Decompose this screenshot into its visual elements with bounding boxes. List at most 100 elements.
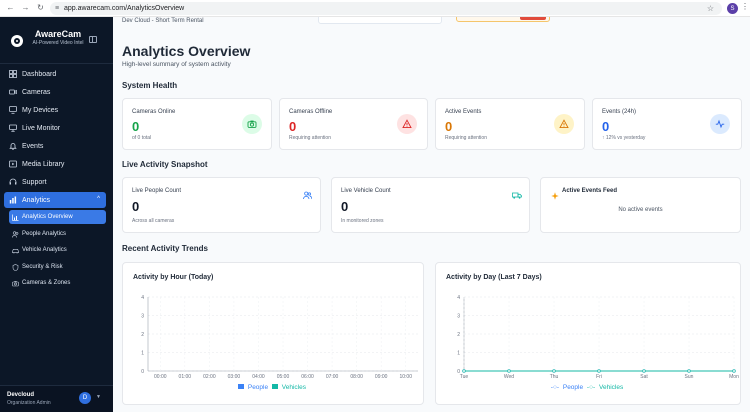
section-title-system-health: System Health [122,81,178,90]
sidebar-subitem-label: People Analytics [22,231,67,237]
card-live-vehicle-count: Live Vehicle Count 0 In monitored zones [331,177,530,233]
legend-swatch-vehicles [271,384,278,389]
data-point-vehicles [507,369,511,373]
y-tick-label: 4 [141,295,144,301]
x-tick-label: 08:00 [350,374,363,380]
data-point-vehicles [597,369,601,373]
chevron-down-icon[interactable]: ▼ [96,394,101,400]
y-tick-label: 4 [457,295,460,301]
search-input[interactable] [318,17,442,24]
card-active-events-feed: Active Events Feed No active events [540,177,741,233]
sidebar-item-media-library[interactable]: Media Library [4,156,106,172]
card-events-24h: Events (24h) 0 ↑ 12% vs yesterday [592,98,742,150]
user-menu[interactable]: Devcloud Organization Admin D ▼ [0,385,113,412]
x-tick-label: Thu [550,374,559,380]
feed-title: Active Events Feed [562,188,618,194]
shield-icon [9,263,22,271]
forward-icon[interactable]: → [21,3,30,12]
card-label: Active Events [445,109,482,115]
card-value: 0 [602,119,610,134]
sidebar-subitem-security-risk[interactable]: Security & Risk [9,260,106,274]
sidebar-item-label: Cameras [22,88,51,96]
media-icon [4,160,22,168]
organization-selector[interactable]: Dev Cloud - Short Term Rental [122,18,204,24]
address-bar[interactable]: ≡ app.awarecam.com/AnalyticsOverview ☆ [50,2,722,15]
y-tick-label: 1 [457,351,460,357]
chevron-up-icon[interactable]: ^ [97,196,100,202]
sidebar-item-cameras[interactable]: Cameras [4,84,106,100]
sidebar-subitem-cameras-zones[interactable]: Cameras & Zones [9,276,106,290]
chart-activity-by-day: 0 1 2 3 4 Tue Wed Thu Fri Sat Sun Mon [457,295,739,380]
x-tick-label: Sat [640,374,648,380]
car-icon [9,247,22,254]
sidebar-subitem-label: Vehicle Analytics [22,247,67,253]
y-tick-label: 2 [457,332,460,338]
url-text: app.awarecam.com/AnalyticsOverview [64,5,185,12]
x-tick-label: Wed [504,374,514,380]
sidebar-subitem-label: Cameras & Zones [22,280,71,286]
browser-toolbar: ← → ↻ ≡ app.awarecam.com/AnalyticsOvervi… [0,0,750,17]
legend-label-people: People [247,384,269,391]
card-value: 0 [132,199,140,214]
avatar[interactable]: D [79,392,91,404]
sidebar-item-label: Support [22,178,47,186]
sidebar-item-events[interactable]: Events [4,138,106,154]
main-content: Dev Cloud - Short Term Rental Analytics … [113,17,750,412]
sidebar-item-live-monitor[interactable]: Live Monitor [4,120,106,136]
data-point-vehicles [642,369,646,373]
sidebar-item-label: Live Monitor [22,124,61,132]
sparkle-icon [551,187,559,205]
sidebar-subitem-people-analytics[interactable]: People Analytics [9,227,106,241]
feed-empty-message: No active events [618,207,663,213]
sidebar-item-label: My Devices [22,106,59,114]
x-tick-label: Fri [596,374,602,380]
card-value: 0 [289,119,297,134]
x-tick-label: Tue [460,374,469,380]
headset-icon [4,178,22,186]
brand: AwareCam AI-Powered Video Intel [0,17,113,63]
sidebar-collapse-icon[interactable] [89,36,97,43]
legend-label-vehicles: Vehicles [599,384,624,391]
data-point-vehicles [462,369,466,373]
plan-status-badge[interactable] [456,17,550,22]
site-settings-icon[interactable]: ≡ [54,5,60,12]
sidebar-subitem-analytics-overview[interactable]: Analytics Overview [9,210,106,224]
chart-activity-by-hour: 0 1 2 3 4 00:00 01:00 02:00 03:00 04:00 05:00 06:00… [141,295,418,380]
sidebar-item-my-devices[interactable]: My Devices [4,102,106,118]
card-note: of 0 total [132,135,152,141]
x-tick-label: 05:00 [277,374,290,380]
reload-icon[interactable]: ↻ [37,3,44,12]
x-tick-label: 07:00 [326,374,339,380]
y-tick-label: 0 [457,369,460,375]
sidebar-subitem-vehicle-analytics[interactable]: Vehicle Analytics [9,243,106,257]
x-tick-label: 02:00 [203,374,216,380]
browser-profile-avatar[interactable]: S [727,3,738,14]
y-tick-label: 3 [141,314,144,320]
section-title-recent-trends: Recent Activity Trends [122,244,208,253]
card-cameras-online: Cameras Online 0 of 0 total [122,98,272,150]
sidebar-item-analytics[interactable]: Analytics ^ [4,192,106,208]
browser-menu-icon[interactable]: ⋮ [741,2,749,11]
sidebar-item-label: Events [22,142,44,150]
back-icon[interactable]: ← [6,3,15,12]
card-note: ↑ 12% vs yesterday [602,135,646,141]
sidebar-item-support[interactable]: Support [4,174,106,190]
warning-icon [397,114,417,134]
card-value: 0 [445,119,453,134]
card-note: Across all cameras [132,218,175,224]
chart-title: Activity by Hour (Today) [133,274,214,281]
data-point-vehicles [687,369,691,373]
x-tick-label: 09:00 [375,374,388,380]
x-tick-label: 10:00 [399,374,412,380]
legend-line-vehicles: -○- [586,384,596,391]
x-tick-label: Sun [685,374,694,380]
sidebar-item-dashboard[interactable]: Dashboard [4,66,106,82]
data-point-vehicles [732,369,736,373]
card-label: Live Vehicle Count [341,188,391,194]
monitor-icon [4,124,22,132]
chart-title: Activity by Day (Last 7 Days) [446,274,542,281]
chart-legend: People Vehicles [123,384,423,391]
bookmark-star-icon[interactable]: ☆ [706,4,714,13]
section-title-live-activity: Live Activity Snapshot [122,160,208,169]
